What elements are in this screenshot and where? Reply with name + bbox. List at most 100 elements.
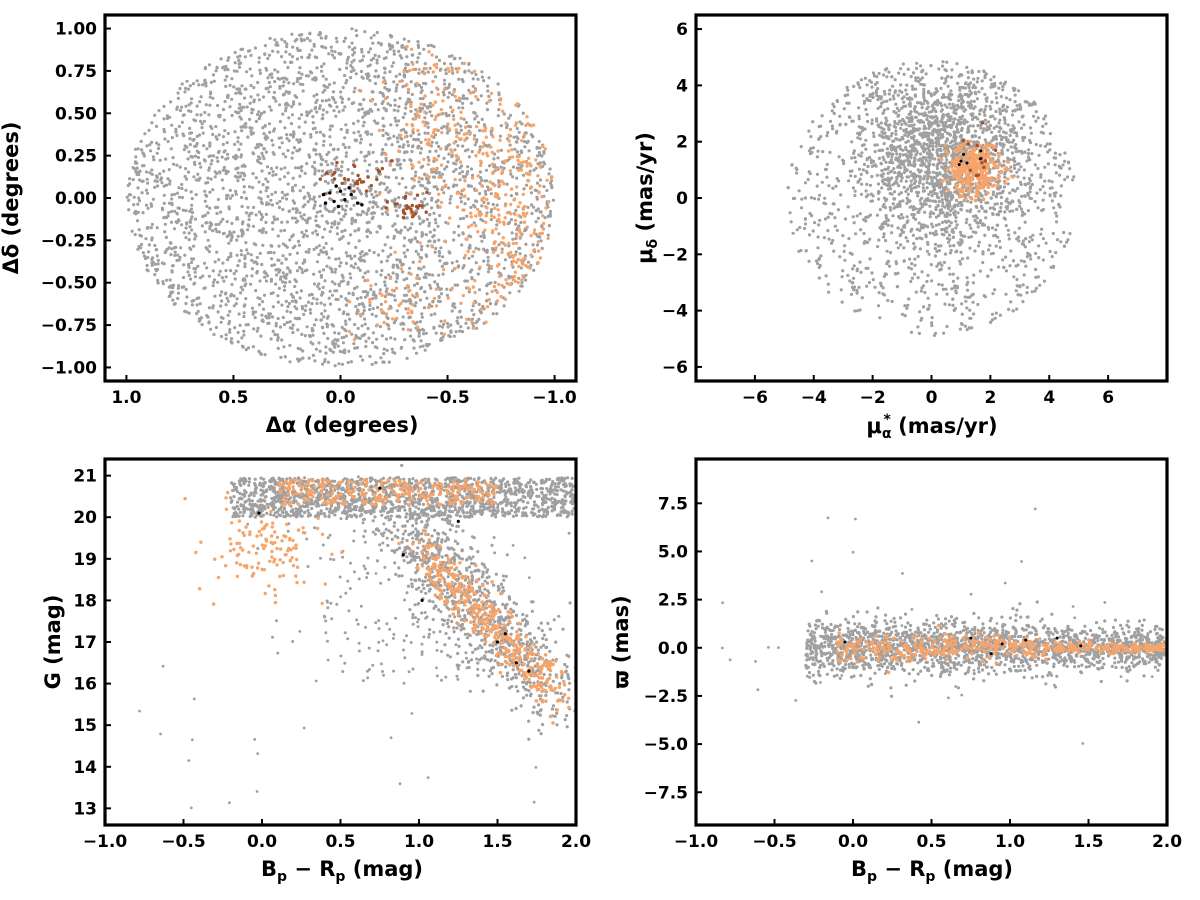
- field-star: [281, 112, 285, 116]
- member-star: [430, 134, 434, 138]
- field-star: [415, 60, 419, 64]
- field-star: [519, 266, 524, 270]
- field-star: [218, 115, 222, 119]
- member-star: [494, 192, 498, 196]
- field-star: [417, 331, 421, 335]
- field-star: [426, 181, 430, 185]
- core-star: [347, 186, 351, 190]
- field-star: [276, 338, 280, 342]
- field-star: [288, 360, 292, 364]
- field-star: [420, 256, 424, 260]
- field-star: [862, 101, 867, 105]
- field-star: [929, 64, 933, 68]
- member-star: [474, 154, 478, 158]
- field-star: [281, 254, 285, 258]
- y-tick-label: 0.25: [55, 147, 97, 167]
- field-star: [280, 303, 284, 307]
- field-star: [241, 288, 245, 292]
- field-star: [180, 82, 184, 86]
- field-star: [542, 150, 546, 154]
- member-star: [469, 319, 474, 323]
- member-star: [415, 294, 420, 298]
- field-star: [402, 127, 406, 131]
- field-star: [206, 181, 210, 185]
- field-star: [445, 165, 449, 169]
- field-star: [467, 290, 471, 294]
- field-star: [385, 348, 389, 352]
- field-star: [211, 304, 215, 308]
- field-star: [176, 286, 180, 290]
- member-star: [512, 197, 517, 201]
- field-star: [185, 79, 189, 83]
- field-star: [222, 165, 226, 170]
- member-star: [406, 311, 410, 315]
- field-star: [128, 193, 133, 197]
- field-star: [442, 322, 446, 326]
- field-star: [495, 203, 499, 207]
- field-star: [314, 142, 318, 146]
- field-star: [423, 348, 427, 352]
- field-star: [373, 75, 377, 79]
- field-star: [977, 90, 981, 94]
- field-star: [215, 65, 219, 69]
- field-star: [204, 84, 208, 88]
- field-star: [815, 184, 819, 188]
- field-star: [917, 331, 922, 335]
- field-star: [311, 165, 315, 169]
- field-star: [340, 204, 344, 208]
- field-star: [530, 203, 534, 207]
- member-star: [529, 233, 533, 238]
- member-star: [417, 176, 421, 180]
- field-star: [262, 293, 267, 297]
- field-star: [137, 196, 141, 200]
- field-star: [163, 222, 167, 226]
- field-star: [963, 82, 968, 86]
- field-star: [277, 286, 281, 290]
- member-star: [468, 131, 473, 135]
- sky-points: [125, 27, 556, 368]
- member-star: [509, 250, 513, 255]
- field-star: [193, 217, 198, 221]
- field-star: [271, 49, 275, 53]
- field-star: [170, 209, 174, 214]
- field-star: [201, 131, 205, 135]
- field-star: [197, 151, 201, 155]
- field-star: [436, 187, 440, 191]
- field-star: [233, 61, 237, 65]
- field-star: [442, 179, 446, 183]
- field-star: [254, 176, 258, 180]
- field-star: [981, 260, 985, 265]
- field-star: [136, 147, 140, 151]
- field-star: [1036, 166, 1040, 171]
- field-star: [440, 172, 444, 176]
- field-star: [239, 249, 243, 253]
- field-star: [328, 82, 332, 87]
- field-star: [217, 258, 221, 262]
- field-star: [308, 308, 312, 312]
- field-star: [535, 146, 539, 150]
- field-star: [914, 217, 918, 221]
- field-star: [965, 283, 969, 287]
- field-star: [432, 211, 436, 215]
- member-star: [426, 305, 431, 310]
- field-star: [185, 222, 189, 226]
- substructure-star: [410, 215, 415, 219]
- field-star: [301, 82, 305, 87]
- field-star: [222, 279, 226, 283]
- field-star: [940, 263, 944, 267]
- member-star: [525, 115, 529, 119]
- field-star: [295, 46, 299, 51]
- field-star: [981, 252, 985, 256]
- field-star: [469, 235, 473, 239]
- field-star: [228, 105, 232, 109]
- member-star: [546, 236, 550, 241]
- field-star: [263, 353, 267, 357]
- field-star: [976, 76, 980, 80]
- member-star: [498, 220, 502, 224]
- field-star: [188, 126, 192, 130]
- field-star: [458, 178, 462, 182]
- member-star: [490, 162, 495, 166]
- field-star: [266, 194, 270, 199]
- field-star: [969, 145, 974, 149]
- field-star: [227, 322, 231, 326]
